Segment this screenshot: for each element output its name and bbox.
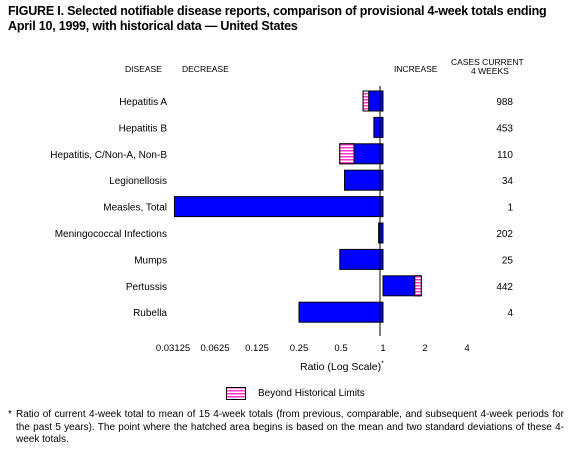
disease-label-hepatitis-a: Hepatitis A xyxy=(119,97,167,108)
header-increase: INCREASE xyxy=(394,64,438,74)
cases-value-legionellosis: 34 xyxy=(502,176,514,187)
bar-meningococcal-infections xyxy=(378,222,384,244)
header-decrease: DECREASE xyxy=(182,64,229,74)
tick-label-4: 4 xyxy=(464,343,469,354)
header-cases-line1: CASES CURRENT xyxy=(451,57,524,67)
disease-label-measles-total: Measles, Total xyxy=(103,203,167,214)
disease-label-hepatitis-b: Hepatitis B xyxy=(119,123,168,134)
cases-value-hepatitis-c-non-a-non-b: 110 xyxy=(497,150,513,161)
disease-label-rubella: Rubella xyxy=(133,308,167,319)
tick-label-1: 1 xyxy=(380,343,385,354)
disease-label-pertussis: Pertussis xyxy=(126,282,167,293)
footnote-symbol: * xyxy=(8,409,12,420)
figure-title: FIGURE I. Selected notifiable disease re… xyxy=(8,4,547,33)
footnote: * Ratio of current 4-week total to mean … xyxy=(8,409,564,447)
disease-label-hepatitis-c-non-a-non-b: Hepatitis, C/Non-A, Non-B xyxy=(50,150,167,161)
hatch-hepatitis-c-non-a-non-b xyxy=(339,143,355,165)
hatch-hepatitis-a xyxy=(362,90,370,112)
axis-title-text: Ratio (Log Scale) xyxy=(300,361,382,373)
legend-hatch-swatch xyxy=(226,387,246,400)
disease-label-meningococcal-infections: Meningococcal Infections xyxy=(55,229,167,240)
axis-title: Ratio (Log Scale)* xyxy=(300,360,384,374)
tick-label-0-25: 0.25 xyxy=(290,343,309,354)
disease-label-legionellosis: Legionellosis xyxy=(109,176,167,187)
tick-label-0-0625: 0.0625 xyxy=(200,343,229,354)
cases-value-pertussis: 442 xyxy=(496,282,513,293)
bar-legionellosis xyxy=(344,169,384,191)
header-cases-line2: 4 WEEKS xyxy=(471,66,509,76)
cases-value-meningococcal-infections: 202 xyxy=(496,229,513,240)
axis-title-footnote-mark: * xyxy=(381,360,384,368)
tick-label-2: 2 xyxy=(422,343,427,354)
cases-value-measles-total: 1 xyxy=(507,203,513,214)
tick-label-0-5: 0.5 xyxy=(334,343,347,354)
cases-value-hepatitis-a: 988 xyxy=(496,97,513,108)
footnote-text: Ratio of current 4-week total to mean of… xyxy=(16,409,564,445)
bar-mumps xyxy=(339,248,384,270)
legend-label: Beyond Historical Limits xyxy=(258,388,365,399)
tick-label-0-125: 0.125 xyxy=(245,343,269,354)
hatch-pertussis xyxy=(414,275,422,297)
tick-label-0-03125: 0.03125 xyxy=(156,343,190,354)
header-disease: DISEASE xyxy=(125,64,162,74)
cases-value-rubella: 4 xyxy=(507,308,513,319)
cases-value-mumps: 25 xyxy=(502,255,514,266)
disease-label-mumps: Mumps xyxy=(134,255,167,266)
bar-measles-total xyxy=(173,196,384,218)
bar-hepatitis-b xyxy=(373,116,384,138)
cases-value-hepatitis-b: 453 xyxy=(496,123,513,134)
bar-rubella xyxy=(298,301,384,323)
